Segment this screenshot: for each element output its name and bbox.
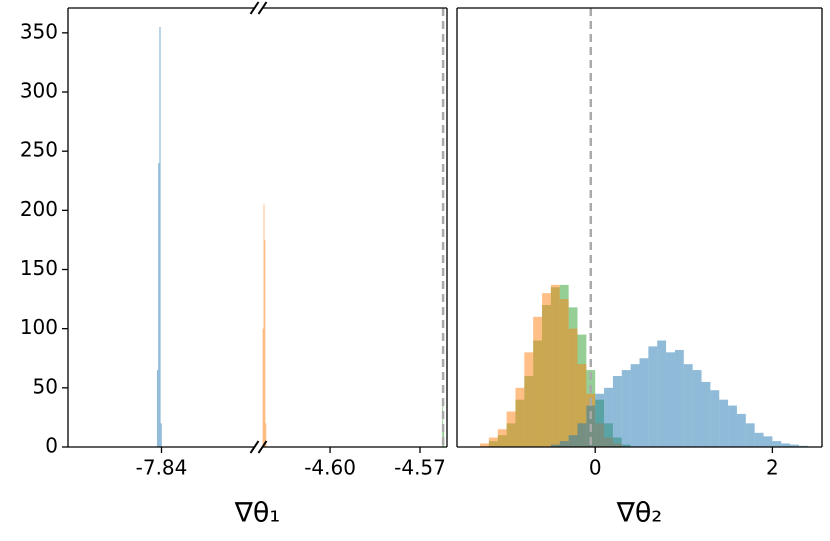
- histogram-bar: [542, 293, 551, 447]
- histogram-bar: [533, 316, 543, 447]
- histogram-bar: [692, 370, 702, 447]
- y-tick-label: 0: [45, 434, 58, 458]
- axis-break: [249, 1, 260, 15]
- x-tick-label: -7.84: [136, 456, 188, 480]
- histogram-bar: [568, 435, 578, 447]
- histogram-bar: [754, 432, 764, 447]
- histogram-bar: [710, 390, 720, 447]
- histogram-bar: [745, 423, 755, 447]
- histogram-bar: [550, 444, 560, 447]
- histogram-bar: [568, 328, 578, 447]
- histogram-bar: [683, 364, 693, 447]
- y-tick-label: 200: [20, 197, 58, 221]
- histogram-bar: [577, 364, 587, 447]
- histogram-bar: [559, 299, 569, 447]
- histogram-bar: [736, 413, 746, 447]
- y-tick-label: 350: [20, 19, 58, 43]
- histogram-bar: [264, 239, 266, 447]
- histogram-bar: [524, 352, 534, 447]
- y-tick-label: 50: [33, 374, 58, 398]
- histogram-bar: [488, 437, 498, 447]
- histogram-bar: [701, 381, 711, 447]
- histogram-bar: [621, 370, 631, 447]
- histogram-bar: [442, 399, 444, 447]
- histogram-bar: [577, 423, 587, 447]
- histogram-bar: [781, 443, 791, 447]
- histogram-bar: [612, 376, 622, 447]
- histogram-bar: [559, 441, 569, 447]
- x-axis-label: ∇θ₂: [616, 498, 662, 529]
- histogram-bar: [480, 443, 489, 447]
- y-tick-label: 250: [20, 138, 58, 162]
- axis-break: [257, 1, 268, 15]
- histogram-bar: [630, 364, 640, 447]
- x-axis-label: ∇θ₁: [234, 498, 280, 529]
- histogram-bar: [506, 411, 516, 447]
- x-tick-label: 2: [766, 456, 779, 480]
- histogram-bar: [648, 346, 658, 447]
- histogram-bar: [604, 387, 613, 447]
- histogram-bar: [497, 429, 507, 447]
- histogram-bar: [639, 358, 649, 447]
- histogram-bar: [595, 393, 605, 447]
- y-tick-label: 150: [20, 256, 58, 280]
- histogram-bar: [790, 444, 799, 447]
- histogram-bar: [262, 328, 264, 447]
- histogram-bar: [265, 423, 267, 447]
- histogram-bar: [728, 405, 737, 447]
- histogram-bar: [666, 352, 675, 447]
- histogram-bar: [159, 26, 161, 447]
- histogram-bar: [763, 436, 773, 447]
- axis-break: [257, 440, 268, 454]
- histogram-bar: [515, 387, 525, 447]
- y-tick-label: 300: [20, 79, 58, 103]
- histogram-bar: [657, 340, 667, 447]
- histogram-bar: [674, 349, 684, 447]
- histogram-bar: [772, 441, 782, 447]
- histogram-bar: [156, 370, 159, 447]
- x-tick-label: -4.57: [394, 456, 446, 480]
- axis-break: [249, 440, 260, 454]
- x-tick-label: -4.60: [304, 456, 356, 480]
- histogram-bar: [719, 399, 729, 447]
- histogram-bar: [550, 284, 560, 447]
- y-tick-label: 100: [20, 315, 58, 339]
- histogram-bar: [160, 423, 162, 447]
- x-tick-label: 0: [589, 456, 602, 480]
- histogram-bar: [158, 163, 160, 447]
- histogram-bar: [263, 204, 265, 447]
